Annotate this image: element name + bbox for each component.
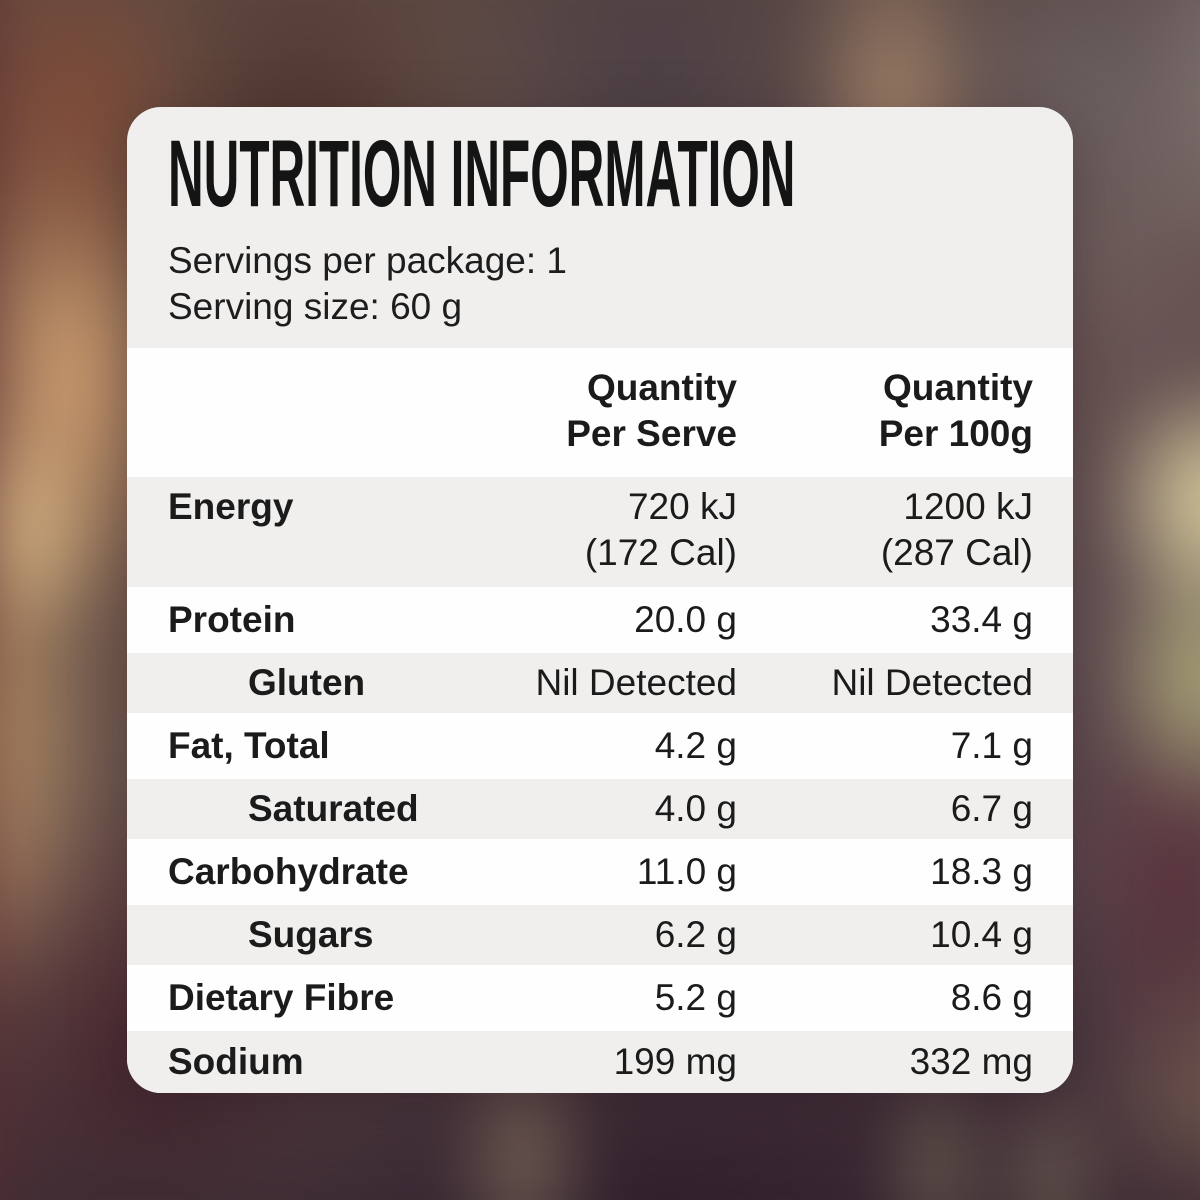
servings-per-package: Servings per package: 1 (168, 240, 568, 281)
nutrient-name: Fat, Total (168, 725, 330, 766)
value-per-serve: 720 kJ (172 Cal) (584, 486, 737, 573)
row-carbohydrate: Carbohydrate 11.0 g 18.3 g (127, 842, 1073, 902)
value-per-serve: 5.2 g (654, 977, 737, 1018)
row-dietary-fibre: Dietary Fibre 5.2 g 8.6 g (127, 968, 1073, 1028)
value-per-100g: 1200 kJ (287 Cal) (880, 486, 1033, 573)
column-header-per-100g: Quantity Per 100g (878, 367, 1033, 454)
row-sodium: Sodium 199 mg 332 mg (127, 1031, 1073, 1093)
value-per-serve: 6.2 g (654, 914, 737, 955)
row-saturated: Saturated 4.0 g 6.7 g (127, 779, 1073, 839)
nutrition-panel: NUTRITION INFORMATION Servings per packa… (127, 107, 1073, 1093)
nutrition-table: Quantity Per Serve Quantity Per 100g Ene… (127, 348, 1073, 1093)
value-per-serve: 20.0 g (634, 599, 737, 640)
nutrient-name: Gluten (248, 662, 366, 703)
nutrient-name: Protein (168, 599, 296, 640)
nutrient-name: Sodium (168, 1041, 304, 1082)
panel-header: NUTRITION INFORMATION Servings per packa… (127, 107, 1073, 348)
value-per-serve: 4.2 g (654, 725, 737, 766)
column-header-row: Quantity Per Serve Quantity Per 100g (127, 348, 1073, 474)
row-energy: Energy 720 kJ (172 Cal) 1200 kJ (287 Cal… (127, 477, 1073, 587)
panel-title: NUTRITION INFORMATION (168, 121, 796, 227)
nutrient-name: Sugars (248, 914, 374, 955)
row-sugars: Sugars 6.2 g 10.4 g (127, 905, 1073, 965)
value-per-100g: 8.6 g (950, 977, 1033, 1018)
row-fat-total: Fat, Total 4.2 g 7.1 g (127, 716, 1073, 776)
nutrient-name: Saturated (248, 788, 419, 829)
value-per-100g: Nil Detected (831, 662, 1033, 703)
column-header-per-serve: Quantity Per Serve (566, 367, 737, 454)
row-protein: Protein 20.0 g 33.4 g (127, 590, 1073, 650)
value-per-serve: 199 mg (613, 1041, 737, 1082)
value-per-100g: 18.3 g (930, 851, 1033, 892)
nutrient-name: Dietary Fibre (168, 977, 395, 1018)
value-per-serve: 4.0 g (654, 788, 737, 829)
value-per-100g: 10.4 g (930, 914, 1033, 955)
value-per-100g: 7.1 g (950, 725, 1033, 766)
nutrient-name: Energy (168, 486, 294, 527)
row-gluten: Gluten Nil Detected Nil Detected (127, 653, 1073, 713)
nutrient-name: Carbohydrate (168, 851, 409, 892)
value-per-serve: Nil Detected (535, 662, 737, 703)
value-per-100g: 6.7 g (950, 788, 1033, 829)
value-per-100g: 332 mg (909, 1041, 1033, 1082)
serving-size: Serving size: 60 g (168, 286, 463, 327)
value-per-100g: 33.4 g (930, 599, 1033, 640)
value-per-serve: 11.0 g (636, 851, 737, 892)
